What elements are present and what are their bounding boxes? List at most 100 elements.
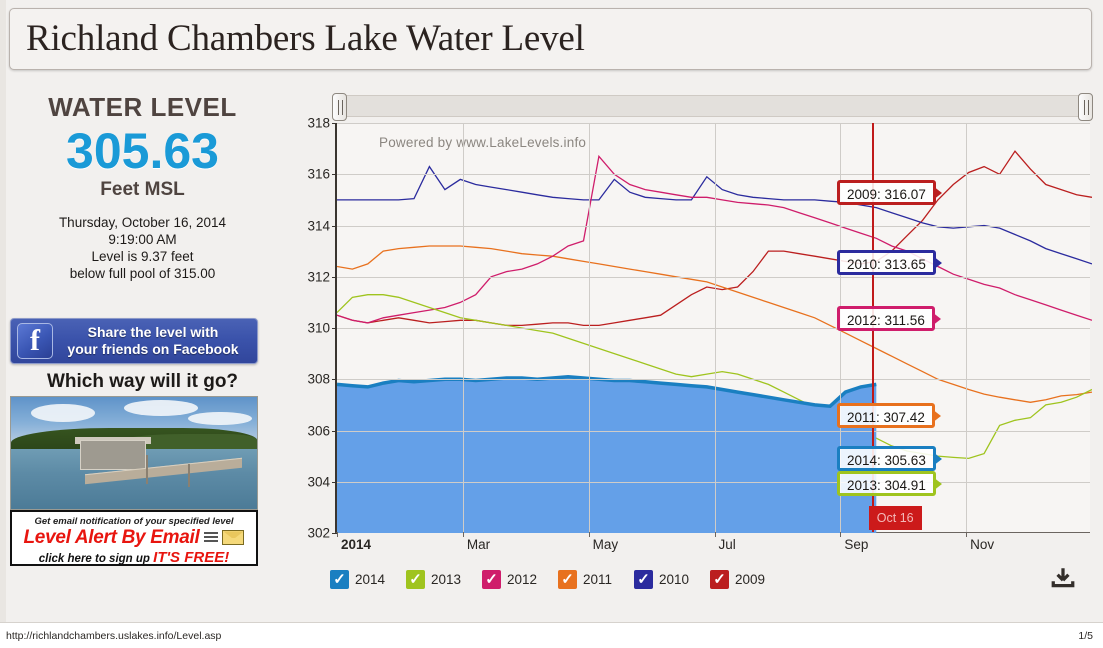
- gridline-horizontal: [337, 276, 1090, 278]
- callout-2010[interactable]: 2010: 313.65: [837, 250, 942, 275]
- sidebar: WATER LEVEL 305.63 Feet MSL Thursday, Oc…: [0, 86, 285, 616]
- today-marker-chip[interactable]: Oct 16: [868, 506, 922, 530]
- y-axis-tick-mark: [332, 276, 337, 278]
- envelope-icon: [222, 530, 245, 546]
- callout-label: 2014: 305.63: [847, 453, 926, 468]
- gridline-vertical: [462, 123, 464, 532]
- chart-legend: 2014 2013 2012 2011 2010 2009: [330, 570, 1090, 596]
- lake-photo: [10, 396, 258, 510]
- alert-title-text: Level Alert By Email: [23, 527, 200, 548]
- x-axis-tick-label: May: [592, 537, 619, 552]
- y-axis-tick-mark: [332, 225, 337, 227]
- photo-cloud: [188, 411, 253, 425]
- legend-item-2013[interactable]: 2013: [406, 570, 461, 589]
- alert-signup-text: click here to sign up: [38, 553, 150, 565]
- legend-item-2014[interactable]: 2014: [330, 570, 385, 589]
- photo-post: [146, 455, 149, 485]
- callout-label: 2013: 304.91: [847, 478, 926, 493]
- legend-label-2013: 2013: [431, 572, 462, 587]
- y-axis-tick-mark: [332, 430, 337, 432]
- water-level-value: 305.63: [66, 123, 219, 179]
- range-handle-left[interactable]: [332, 93, 347, 121]
- water-level-units: Feet MSL: [100, 179, 185, 200]
- y-axis-tick-mark: [332, 481, 337, 483]
- legend-checkbox-2014[interactable]: [330, 570, 349, 589]
- info-level-delta: Level is 9.37 feet: [91, 249, 194, 264]
- x-axis-tick-mark: [588, 532, 590, 537]
- alert-signup: click here to sign up IT'S FREE!: [12, 549, 256, 566]
- photo-cloud: [30, 403, 95, 422]
- y-axis-tick-label: 306: [307, 423, 330, 438]
- y-axis-tick-mark: [332, 533, 337, 534]
- gridline-vertical: [588, 123, 590, 532]
- x-axis-tick-label: Sep: [844, 537, 869, 552]
- facebook-line-2: your friends on Facebook: [67, 341, 239, 357]
- y-axis-tick-label: 312: [307, 269, 330, 285]
- callout-2013[interactable]: 2013: 304.91: [837, 471, 942, 496]
- status-url: http://richlandchambers.uslakes.info/Lev…: [6, 630, 222, 642]
- gridline-horizontal: [337, 379, 1090, 381]
- info-full-pool: below full pool of 315.00: [69, 266, 216, 281]
- x-axis-tick-label: 2014: [341, 537, 372, 552]
- legend-checkbox-2010[interactable]: [634, 570, 653, 589]
- page-title: Richland Chambers Lake Water Level: [26, 18, 585, 59]
- x-axis-tick-mark: [714, 532, 716, 537]
- facebook-share-button[interactable]: f Share the level with your friends on F…: [10, 318, 258, 364]
- gridline-horizontal: [337, 328, 1090, 329]
- info-time: 9:19:00 AM: [108, 232, 177, 247]
- x-axis-tick-mark: [462, 532, 464, 537]
- x-axis-tick-label: Jul: [718, 537, 736, 552]
- status-bar: http://richlandchambers.uslakes.info/Lev…: [0, 622, 1103, 648]
- y-axis-tick-mark: [332, 123, 337, 124]
- water-level-heading: WATER LEVEL: [48, 92, 237, 122]
- callout-label: 2011: 307.42: [847, 410, 925, 425]
- chart-range-scrollbar[interactable]: [332, 93, 1093, 121]
- legend-label-2011: 2011: [583, 572, 613, 587]
- series-area-2014: [337, 376, 877, 533]
- info-date: Thursday, October 16, 2014: [58, 215, 227, 230]
- facebook-share-label: Share the level with your friends on Fac…: [53, 324, 257, 358]
- legend-label-2009: 2009: [735, 572, 766, 587]
- y-axis-tick-label: 316: [307, 166, 330, 182]
- legend-checkbox-2011[interactable]: [558, 570, 577, 589]
- photo-post: [188, 464, 191, 487]
- level-alert-banner[interactable]: Get email notification of your specified…: [10, 510, 258, 566]
- callout-label: 2010: 313.65: [847, 257, 926, 272]
- chart-panel: Powered by www.LakeLevels.info 302 304 306…: [295, 93, 1095, 615]
- legend-item-2011[interactable]: 2011: [558, 570, 612, 589]
- y-axis-tick-label: 310: [307, 320, 330, 336]
- legend-checkbox-2012[interactable]: [482, 570, 501, 589]
- legend-label-2012: 2012: [507, 572, 538, 587]
- x-axis-tick-mark: [966, 532, 968, 537]
- y-axis-tick-mark: [332, 174, 337, 176]
- callout-label: 2012: 311.56: [847, 313, 925, 328]
- alert-subtitle: Get email notification of your specified…: [34, 516, 234, 527]
- gridline-horizontal: [337, 123, 1090, 124]
- gridline-horizontal: [337, 174, 1090, 176]
- photo-boathouse: [79, 439, 147, 470]
- chart-watermark: Powered by www.LakeLevels.info: [379, 135, 587, 150]
- download-icon[interactable]: [1050, 565, 1076, 591]
- callout-2012[interactable]: 2012: 311.56: [837, 306, 941, 331]
- facebook-line-1: Share the level with: [87, 324, 219, 340]
- legend-item-2010[interactable]: 2010: [634, 570, 689, 589]
- facebook-icon: f: [17, 323, 53, 359]
- callout-2009[interactable]: 2009: 316.07: [837, 180, 942, 205]
- legend-item-2009[interactable]: 2009: [710, 570, 765, 589]
- legend-item-2012[interactable]: 2012: [482, 570, 537, 589]
- left-edge-strip: [0, 0, 6, 648]
- chart-plot-area[interactable]: Powered by www.LakeLevels.info 302 304 306…: [307, 116, 1092, 552]
- gridline-horizontal: [337, 481, 1090, 483]
- status-page-indicator: 1/5: [1078, 630, 1093, 642]
- callout-2011[interactable]: 2011: 307.42: [837, 403, 941, 428]
- y-axis-tick-mark: [332, 328, 337, 329]
- legend-checkbox-2009[interactable]: [710, 570, 729, 589]
- which-way-heading: Which way will it go?: [46, 371, 239, 392]
- gridline-vertical: [714, 123, 716, 532]
- callout-2014[interactable]: 2014: 305.63: [837, 446, 942, 471]
- range-handle-right[interactable]: [1078, 93, 1093, 121]
- y-axis-tick-label: 314: [307, 218, 330, 233]
- gridline-horizontal: [337, 225, 1090, 227]
- legend-label-2010: 2010: [659, 572, 690, 587]
- legend-checkbox-2013[interactable]: [406, 570, 425, 589]
